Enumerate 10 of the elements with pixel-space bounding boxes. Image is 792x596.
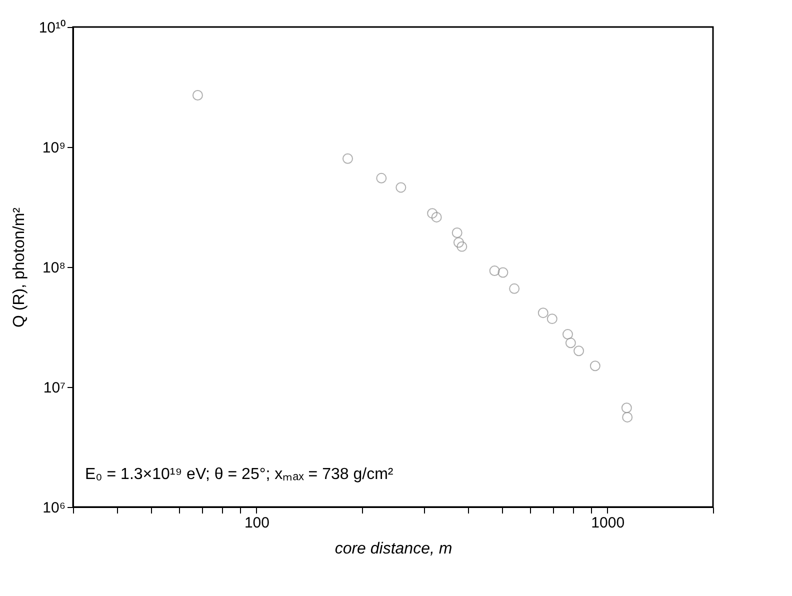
y-axis-title: Q (R), photon/m² bbox=[10, 206, 28, 328]
y-tick-label: 10⁷ bbox=[43, 380, 66, 396]
x-tick-label: 100 bbox=[244, 514, 270, 532]
annotation: E₀ = 1.3×10¹⁹ eV; θ = 25°; xₘₐₓ = 738 g/cm² bbox=[85, 466, 394, 483]
x-tick-label: 1000 bbox=[591, 514, 625, 532]
y-tick-label: 10¹⁰ bbox=[38, 20, 66, 36]
y-tick-label: 10⁸ bbox=[42, 260, 66, 276]
y-tick-label: 10⁶ bbox=[42, 500, 66, 516]
y-tick-label: 10⁹ bbox=[42, 140, 66, 156]
x-axis-title: core distance, m bbox=[334, 540, 452, 558]
